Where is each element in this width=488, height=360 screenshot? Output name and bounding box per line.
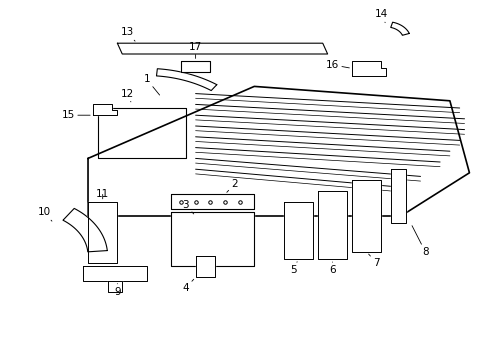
Text: 3: 3 <box>182 200 193 214</box>
Text: 11: 11 <box>96 189 109 199</box>
Polygon shape <box>83 266 146 281</box>
Polygon shape <box>156 69 216 91</box>
Text: 7: 7 <box>368 254 379 268</box>
Text: 8: 8 <box>411 226 428 257</box>
Polygon shape <box>107 281 122 292</box>
Polygon shape <box>351 180 381 252</box>
Polygon shape <box>283 202 312 259</box>
Text: 17: 17 <box>188 42 202 58</box>
Text: 10: 10 <box>38 207 52 221</box>
Text: 1: 1 <box>143 74 159 95</box>
Polygon shape <box>63 208 107 252</box>
Text: 16: 16 <box>325 60 348 70</box>
Polygon shape <box>390 22 408 35</box>
Text: 14: 14 <box>374 9 387 23</box>
Polygon shape <box>351 61 386 76</box>
Polygon shape <box>88 202 117 263</box>
Text: 9: 9 <box>114 284 121 297</box>
Polygon shape <box>93 104 117 115</box>
Polygon shape <box>117 43 327 54</box>
Text: 4: 4 <box>182 279 193 293</box>
Text: 13: 13 <box>120 27 135 41</box>
Text: 5: 5 <box>289 262 297 275</box>
Text: 6: 6 <box>328 262 335 275</box>
Polygon shape <box>317 191 346 259</box>
Polygon shape <box>195 256 215 277</box>
Text: 2: 2 <box>226 179 238 192</box>
Polygon shape <box>88 86 468 216</box>
Polygon shape <box>171 194 254 209</box>
Text: 15: 15 <box>61 110 90 120</box>
Polygon shape <box>390 169 405 223</box>
Polygon shape <box>171 212 254 266</box>
Text: 12: 12 <box>120 89 134 102</box>
Polygon shape <box>181 61 210 72</box>
